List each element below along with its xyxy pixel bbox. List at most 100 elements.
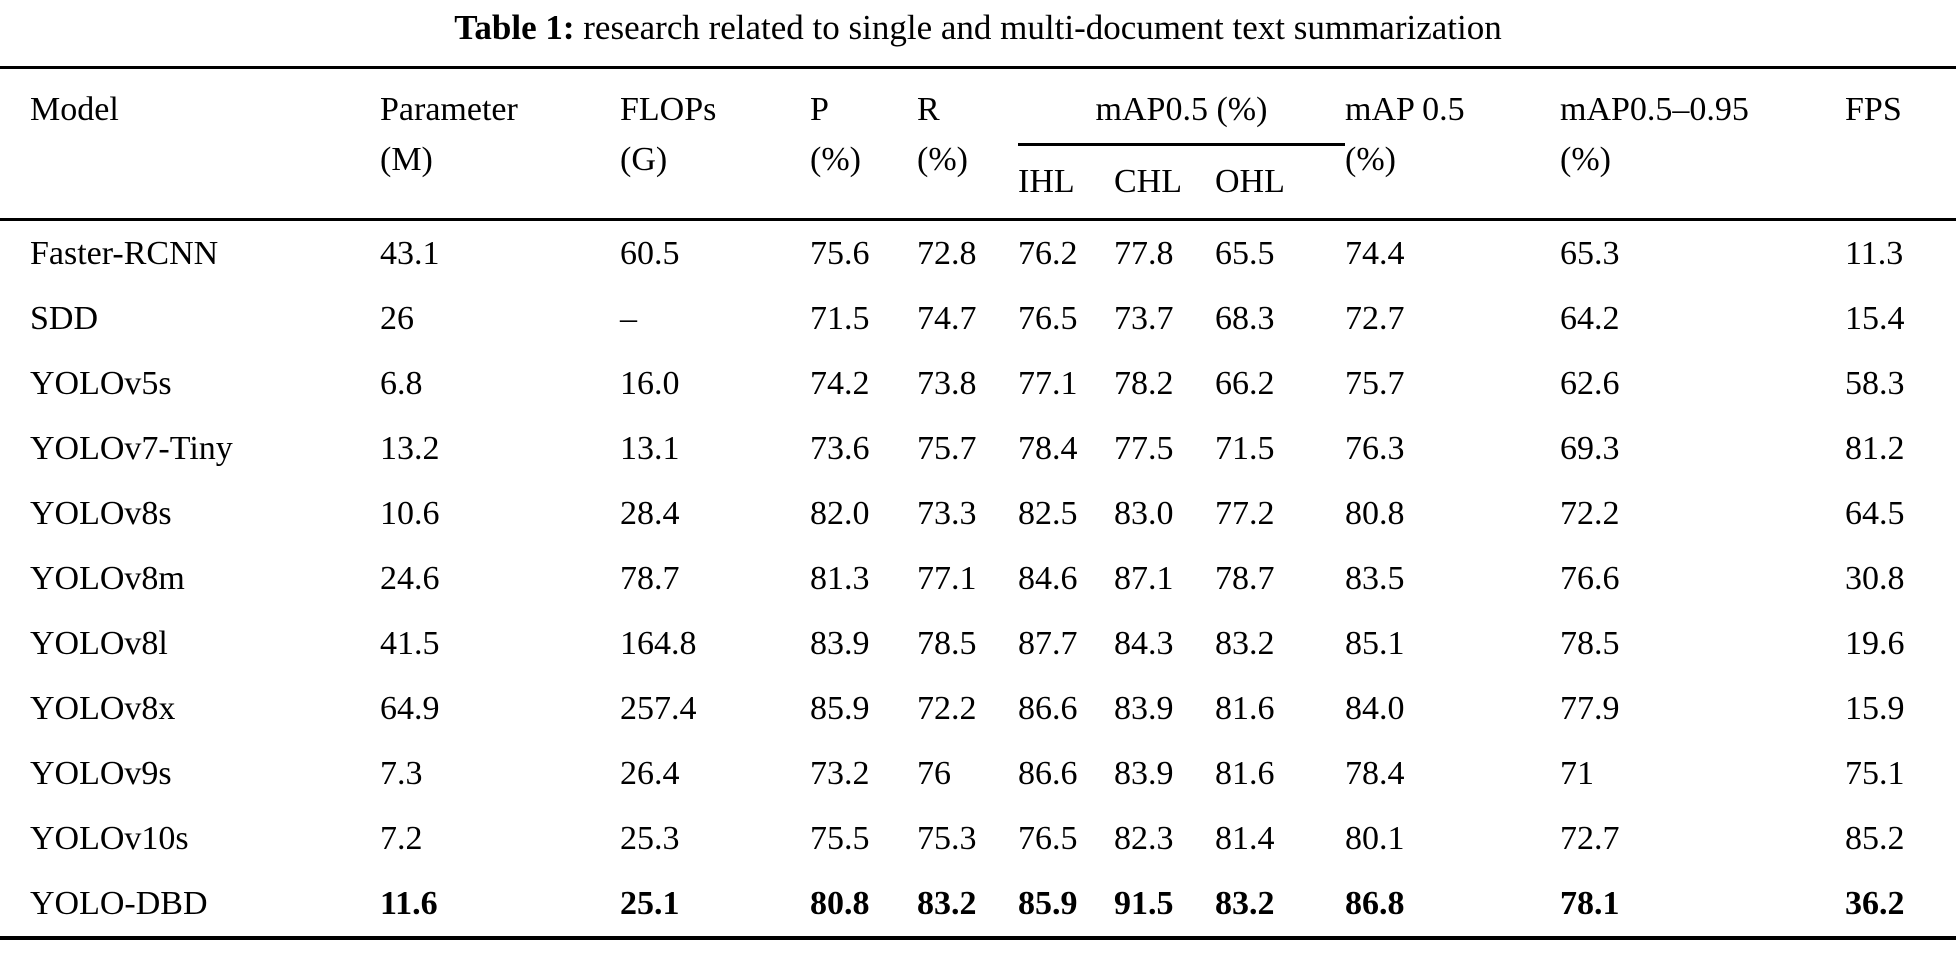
header-row-sub: IHL CHL OHL — [0, 146, 1956, 220]
cell-model: YOLOv9s — [30, 754, 172, 792]
cell-ihl: 76.2 — [1018, 234, 1078, 272]
header-sub-ohl: OHL — [1215, 163, 1285, 200]
cell-chl: 87.1 — [1114, 559, 1174, 597]
cell-ohl: 68.3 — [1215, 299, 1275, 337]
cell-map0595: 72.7 — [1560, 819, 1620, 857]
cell-parameter: 10.6 — [380, 494, 440, 532]
cell-p: 81.3 — [810, 559, 870, 597]
cell-r: 75.7 — [917, 429, 977, 467]
table-row: YOLOv5s 6.8 16.0 74.2 73.8 77.1 78.2 66.2 75.7 62… — [0, 351, 1956, 416]
cell-map0595: 71 — [1560, 754, 1594, 792]
cell-flops: 16.0 — [620, 364, 680, 402]
cell-parameter: 24.6 — [380, 559, 440, 597]
cell-fps: 19.6 — [1845, 624, 1905, 662]
cell-p: 85.9 — [810, 689, 870, 727]
cell-r: 75.3 — [917, 819, 977, 857]
cell-model: YOLOv8m — [30, 559, 185, 597]
cell-chl: 78.2 — [1114, 364, 1174, 402]
cell-model: YOLOv8l — [30, 624, 168, 662]
cell-ohl: 81.6 — [1215, 689, 1275, 727]
cell-model: YOLOv8x — [30, 689, 176, 727]
table-header: Model Parameter (M) FLOPs (G) P (%) R (%… — [0, 68, 1956, 220]
cell-r: 76 — [917, 754, 951, 792]
header-sub-chl: CHL — [1114, 163, 1182, 200]
header-row-main: Model Parameter (M) FLOPs (G) P (%) R (%… — [0, 68, 1956, 178]
cell-fps: 85.2 — [1845, 819, 1905, 857]
header-sub-ihl: IHL — [1018, 163, 1075, 200]
cell-map0595: 62.6 — [1560, 364, 1620, 402]
cell-map0595: 76.6 — [1560, 559, 1620, 597]
cell-p: 83.9 — [810, 624, 870, 662]
cell-ihl: 76.5 — [1018, 299, 1078, 337]
cell-p: 82.0 — [810, 494, 870, 532]
cell-parameter: 26 — [380, 299, 414, 337]
cell-fps: 11.3 — [1845, 234, 1904, 272]
header-map0595: mAP0.5–0.95 (%) — [1560, 91, 1749, 178]
cell-ihl: 85.9 — [1018, 884, 1078, 922]
cell-r: 83.2 — [917, 884, 977, 922]
cell-flops: 26.4 — [620, 754, 680, 792]
cell-parameter: 43.1 — [380, 234, 440, 272]
cell-parameter: 11.6 — [380, 884, 438, 922]
cell-ihl: 78.4 — [1018, 429, 1078, 467]
cell-p: 71.5 — [810, 299, 870, 337]
cell-r: 72.2 — [917, 689, 977, 727]
cell-model: YOLOv5s — [30, 364, 172, 402]
cell-parameter: 64.9 — [380, 689, 440, 727]
cell-r: 78.5 — [917, 624, 977, 662]
results-table: Model Parameter (M) FLOPs (G) P (%) R (%… — [0, 66, 1956, 940]
cell-map05: 86.8 — [1345, 884, 1405, 922]
cell-flops: 60.5 — [620, 234, 680, 272]
cell-map05: 80.8 — [1345, 494, 1405, 532]
cell-map0595: 77.9 — [1560, 689, 1620, 727]
cell-ohl: 65.5 — [1215, 234, 1275, 272]
cell-chl: 82.3 — [1114, 819, 1174, 857]
table-row: YOLOv8s 10.6 28.4 82.0 73.3 82.5 83.0 77.2 80.8 7… — [0, 481, 1956, 546]
cell-parameter: 41.5 — [380, 624, 440, 662]
cell-ohl: 77.2 — [1215, 494, 1275, 532]
cell-ohl: 78.7 — [1215, 559, 1275, 597]
cell-chl: 83.9 — [1114, 689, 1174, 727]
header-precision: P (%) — [810, 91, 861, 178]
table-row: YOLOv8m 24.6 78.7 81.3 77.1 84.6 87.1 78.7 83.5 7… — [0, 546, 1956, 611]
cell-flops: 28.4 — [620, 494, 680, 532]
cell-ihl: 82.5 — [1018, 494, 1078, 532]
cell-chl: 77.5 — [1114, 429, 1174, 467]
cell-map05: 85.1 — [1345, 624, 1405, 662]
table-row: YOLOv10s 7.2 25.3 75.5 75.3 76.5 82.3 81.4 80.1 7… — [0, 806, 1956, 871]
header-fps: FPS — [1845, 91, 1902, 128]
cell-flops: 25.3 — [620, 819, 680, 857]
cell-map0595: 72.2 — [1560, 494, 1620, 532]
cell-chl: 84.3 — [1114, 624, 1174, 662]
cell-r: 77.1 — [917, 559, 977, 597]
table-row: YOLOv8x 64.9 257.4 85.9 72.2 86.6 83.9 81.6 84.0… — [0, 676, 1956, 741]
cell-ihl: 86.6 — [1018, 754, 1078, 792]
cell-model: YOLOv7-Tiny — [30, 429, 233, 467]
table-caption: Table 1: research related to single and … — [0, 6, 1956, 50]
cell-ihl: 77.1 — [1018, 364, 1078, 402]
cell-map05: 75.7 — [1345, 364, 1405, 402]
cell-flops: 13.1 — [620, 429, 680, 467]
cell-p: 74.2 — [810, 364, 870, 402]
cell-r: 72.8 — [917, 234, 977, 272]
table-row: Faster-RCNN 43.1 60.5 75.6 72.8 76.2 77.8 65.5 7… — [0, 220, 1956, 287]
cell-chl: 83.0 — [1114, 494, 1174, 532]
cell-p: 75.5 — [810, 819, 870, 857]
cell-map0595: 65.3 — [1560, 234, 1620, 272]
header-flops: FLOPs (G) — [620, 91, 717, 178]
cell-map05: 78.4 — [1345, 754, 1405, 792]
cell-parameter: 7.2 — [380, 819, 423, 857]
cell-chl: 83.9 — [1114, 754, 1174, 792]
cell-r: 73.3 — [917, 494, 977, 532]
cell-p: 80.8 — [810, 884, 870, 922]
cell-flops: – — [620, 299, 637, 337]
cell-ihl: 87.7 — [1018, 624, 1078, 662]
cell-fps: 81.2 — [1845, 429, 1905, 467]
cell-model: YOLOv8s — [30, 494, 172, 532]
cell-fps: 36.2 — [1845, 884, 1905, 922]
cell-ihl: 84.6 — [1018, 559, 1078, 597]
cell-ohl: 81.6 — [1215, 754, 1275, 792]
cell-fps: 15.4 — [1845, 299, 1905, 337]
cell-model: SDD — [30, 299, 99, 337]
